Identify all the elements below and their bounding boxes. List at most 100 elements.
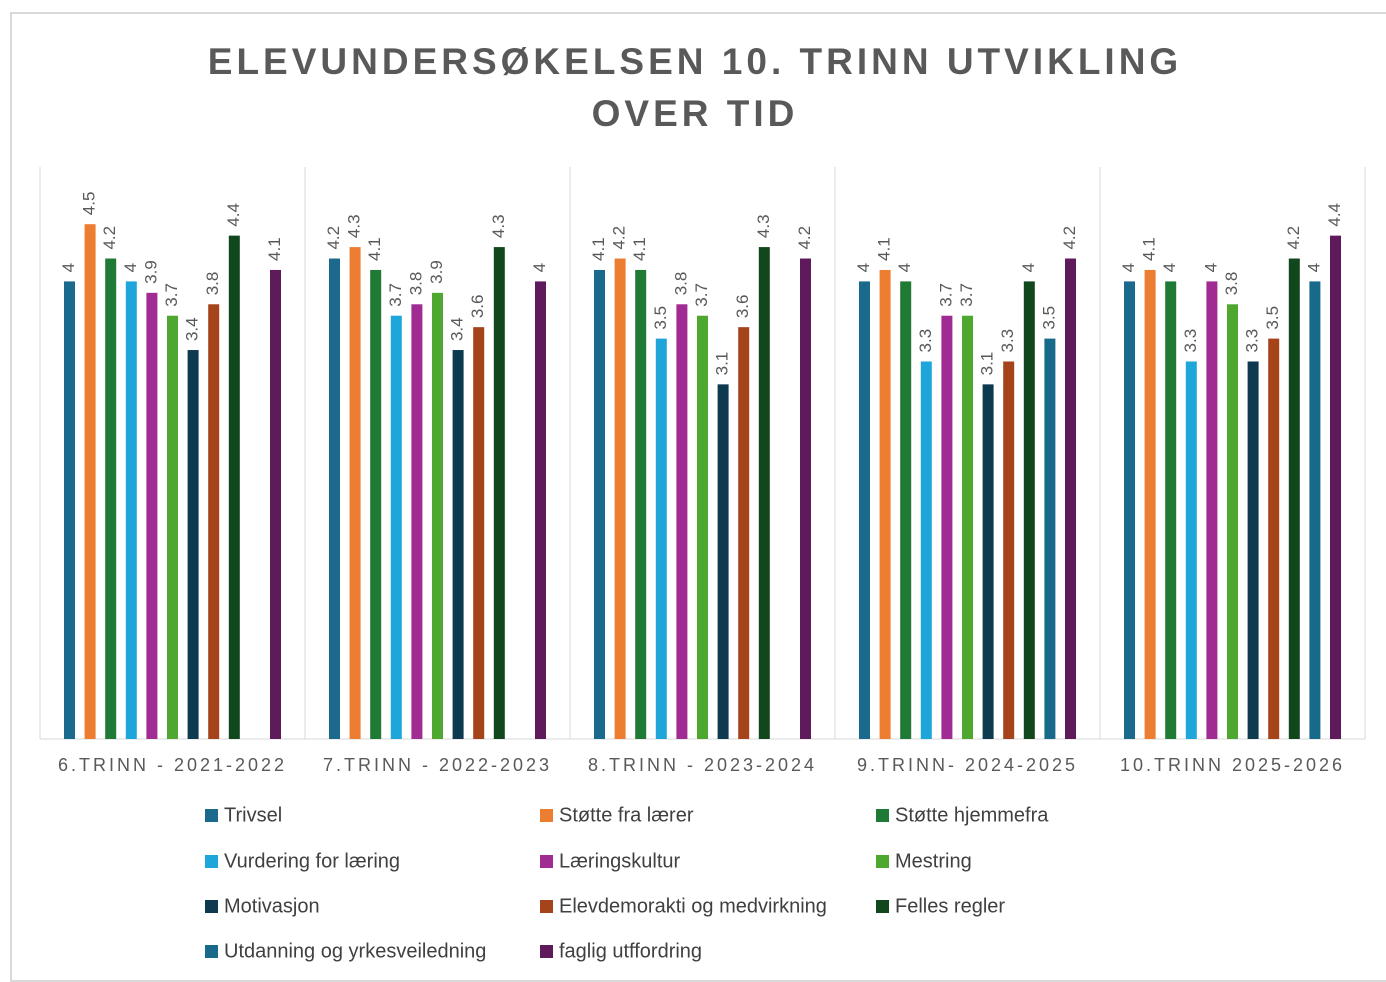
bar — [125, 281, 137, 739]
legend-swatch — [205, 809, 218, 822]
data-label: 3.5 — [651, 306, 670, 330]
data-label: 3.7 — [957, 283, 976, 307]
legend-label: Elevdemorakti og medvirkning — [559, 895, 827, 917]
data-label: 3.3 — [998, 329, 1017, 353]
data-label: 3.8 — [203, 272, 222, 296]
bar — [1165, 281, 1177, 739]
data-label: 3.8 — [1222, 272, 1241, 296]
data-label: 3.7 — [692, 283, 711, 307]
bar — [1044, 338, 1056, 739]
legend-swatch — [205, 855, 218, 868]
bar — [390, 315, 402, 739]
bar — [758, 247, 770, 739]
legend-label: Mestring — [895, 850, 972, 872]
data-label: 4.2 — [324, 226, 343, 250]
data-label: 4.2 — [610, 226, 629, 250]
bar — [473, 327, 485, 739]
data-label: 4.2 — [100, 226, 119, 250]
data-label: 3.3 — [1181, 329, 1200, 353]
data-label: 3.6 — [733, 295, 752, 319]
data-label: 3.9 — [427, 260, 446, 284]
data-label: 3.4 — [448, 317, 467, 341]
bar — [146, 292, 158, 739]
data-label: 3.7 — [936, 283, 955, 307]
data-label: 4.2 — [795, 226, 814, 250]
data-label: 4.2 — [1284, 226, 1303, 250]
data-label: 3.9 — [141, 260, 160, 284]
bar — [105, 258, 117, 739]
bar — [1268, 338, 1280, 739]
bar — [1330, 235, 1341, 739]
legend-label: Motivasjon — [224, 895, 320, 917]
bar — [370, 269, 382, 739]
bar — [859, 281, 870, 739]
bar — [349, 247, 361, 739]
bar — [800, 258, 811, 739]
data-label: 3.1 — [978, 352, 997, 376]
data-label: 4.4 — [224, 203, 243, 227]
data-label: 4.5 — [80, 192, 99, 216]
bar — [1247, 361, 1259, 739]
bar — [187, 350, 199, 739]
legend-label: Læringskultur — [559, 850, 681, 872]
x-tick-label: 6.TRINN - 2021-2022 — [58, 755, 287, 775]
legend-label: Støtte fra lærer — [559, 804, 694, 826]
legend-swatch — [540, 809, 553, 822]
data-label: 4 — [1304, 263, 1323, 272]
data-label: 4.4 — [1325, 203, 1344, 227]
legend-label: Utdanning og yrkesveiledning — [224, 940, 486, 962]
bar — [432, 292, 443, 739]
legend-swatch — [205, 900, 218, 913]
data-label: 4.1 — [630, 237, 649, 261]
bar — [900, 281, 912, 739]
bar — [1227, 304, 1238, 739]
legend-swatch — [540, 900, 553, 913]
bar — [84, 224, 96, 739]
bar — [64, 281, 75, 739]
data-label: 3.8 — [671, 272, 690, 296]
x-tick-label: 9.TRINN- 2024-2025 — [857, 755, 1078, 775]
bar — [1185, 361, 1197, 739]
bar — [411, 304, 423, 739]
bar — [329, 258, 340, 739]
bar — [493, 247, 505, 739]
bar — [270, 269, 281, 739]
data-label: 4 — [121, 263, 140, 272]
bar — [452, 350, 464, 739]
data-label: 4.2 — [1060, 226, 1079, 250]
data-label: 3.3 — [916, 329, 935, 353]
data-label: 4.1 — [589, 237, 608, 261]
data-label: 4 — [1119, 263, 1138, 272]
bar — [879, 269, 891, 739]
bar — [1023, 281, 1035, 739]
bar — [208, 304, 220, 739]
data-label: 4.3 — [754, 214, 773, 238]
legend-swatch — [540, 945, 553, 958]
legend-label: Trivsel — [224, 804, 282, 826]
data-label: 4.3 — [489, 214, 508, 238]
bar — [1309, 281, 1321, 739]
bar — [635, 269, 647, 739]
data-label: 3.1 — [713, 352, 732, 376]
bar — [228, 235, 240, 739]
legend-label: Vurdering for læring — [224, 850, 400, 872]
bar — [614, 258, 626, 739]
legend-label: faglig utffordring — [559, 940, 702, 962]
legend-swatch — [876, 809, 889, 822]
x-tick-label: 7.TRINN - 2022-2023 — [323, 755, 552, 775]
bar — [1206, 281, 1218, 739]
bar — [920, 361, 932, 739]
bar — [697, 315, 708, 739]
bar — [1003, 361, 1015, 739]
bar — [535, 281, 546, 739]
data-label: 4.1 — [265, 237, 284, 261]
data-label: 3.3 — [1243, 329, 1262, 353]
data-label: 4.1 — [365, 237, 384, 261]
legend-swatch — [205, 945, 218, 958]
data-label: 4 — [895, 263, 914, 272]
data-label: 4 — [1160, 263, 1179, 272]
bar — [941, 315, 953, 739]
data-label: 4 — [59, 263, 78, 272]
